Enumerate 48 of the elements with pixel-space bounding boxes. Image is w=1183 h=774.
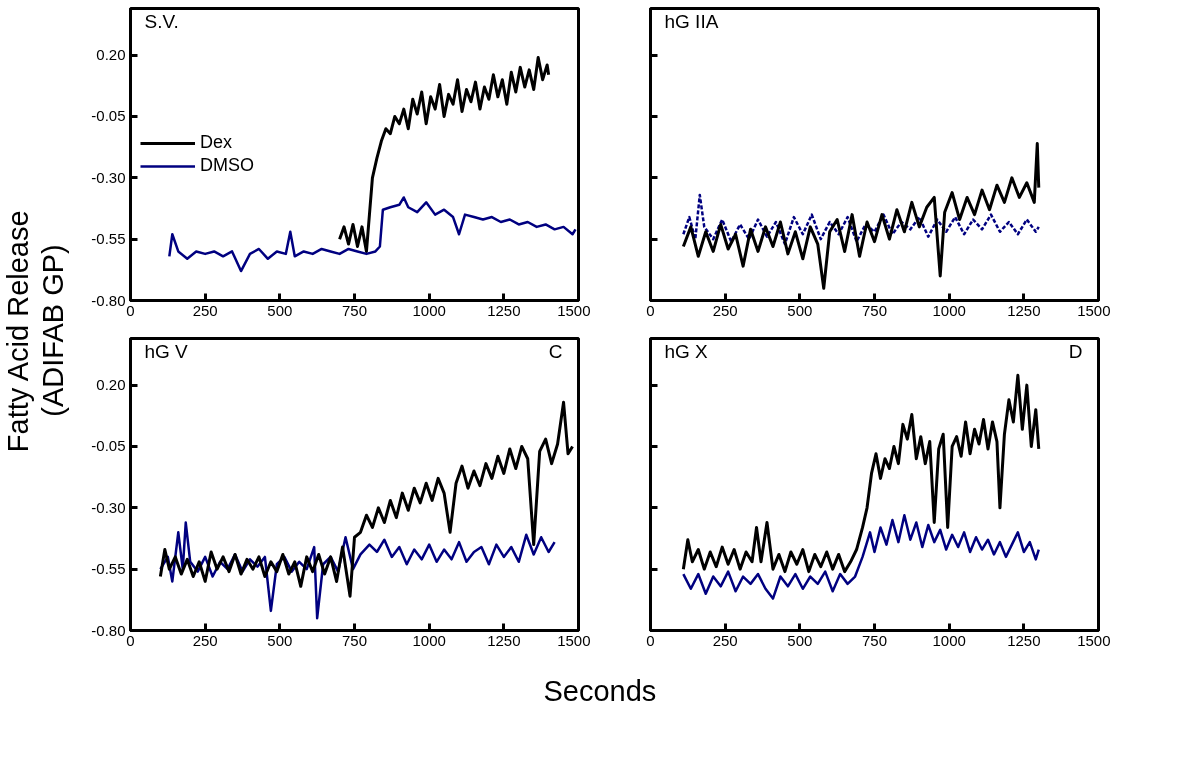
y-tick-label: 0.20: [96, 376, 126, 394]
x-tick-label: 750: [341, 301, 368, 319]
x-tick-label: 1500: [557, 631, 591, 649]
y-tick-label: -0.80: [91, 621, 126, 639]
x-tick-label: 1000: [932, 631, 966, 649]
annotation: hG X: [664, 340, 709, 362]
x-tick-label: 250: [192, 301, 218, 319]
y-tick-label: -0.80: [91, 291, 126, 309]
x-tick-label: 1250: [487, 631, 521, 649]
annotation: D: [1068, 340, 1083, 362]
x-tick-label: 750: [861, 631, 888, 649]
x-tick-label: 500: [267, 631, 293, 649]
annotation: hG V: [144, 340, 189, 362]
x-tick-label: 0: [646, 631, 655, 649]
y-axis-title: Fatty Acid Release (ADIFAB GP): [1, 210, 70, 453]
x-tick-label: 250: [192, 631, 218, 649]
legend-label: DMSO: [200, 155, 254, 176]
x-tick-label: 500: [787, 301, 813, 319]
x-tick-label: 1500: [557, 301, 591, 319]
y-tick-label: -0.05: [91, 107, 126, 125]
y-tick-label: -0.55: [91, 230, 126, 248]
x-tick-label: 250: [712, 631, 738, 649]
x-tick-label: 500: [267, 301, 293, 319]
y-tick-label: -0.05: [91, 437, 126, 455]
y-tick-label: 0.20: [96, 46, 126, 64]
x-tick-label: 1000: [412, 631, 446, 649]
y-tick-label: -0.55: [91, 560, 126, 578]
legend-label: Dex: [200, 132, 233, 153]
x-tick-label: 750: [861, 301, 888, 319]
x-tick-label: 1500: [1077, 631, 1111, 649]
annotation: S.V.: [144, 10, 179, 32]
x-tick-label: 1000: [932, 301, 966, 319]
x-tick-label: 250: [712, 301, 738, 319]
x-tick-label: 0: [126, 631, 135, 649]
x-tick-label: 500: [787, 631, 813, 649]
y-tick-label: -0.30: [91, 168, 126, 186]
y-tick-label: -0.30: [91, 498, 126, 516]
x-tick-label: 750: [341, 631, 368, 649]
annotation: hG IIA: [664, 10, 719, 32]
x-tick-label: 1500: [1077, 301, 1111, 319]
x-tick-label: 1000: [412, 301, 446, 319]
x-tick-label: 1250: [487, 301, 521, 319]
x-tick-label: 1250: [1007, 301, 1041, 319]
x-tick-label: 0: [126, 301, 135, 319]
x-tick-label: 1250: [1007, 631, 1041, 649]
x-tick-label: 0: [646, 301, 655, 319]
annotation: C: [548, 340, 563, 362]
x-axis-title: Seconds: [543, 674, 657, 707]
